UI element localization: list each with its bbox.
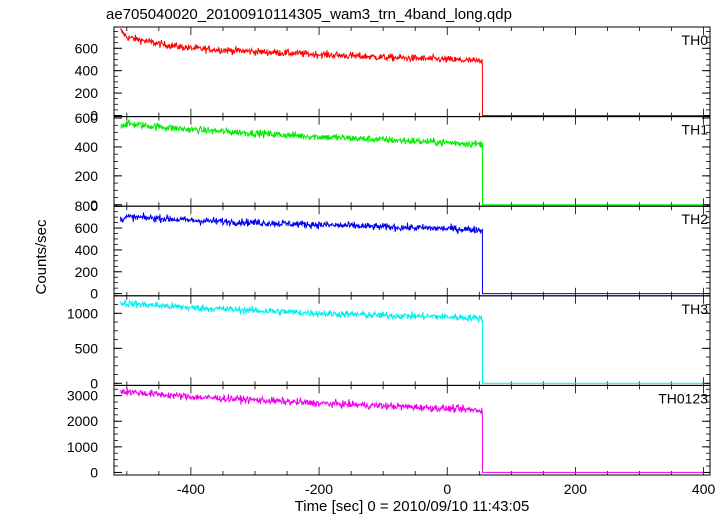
y-tick-label: 1000 (67, 439, 98, 455)
y-tick-label: 3000 (67, 388, 98, 404)
panel-th2: 0 200 400 600 800 TH2 (75, 198, 711, 302)
y-tick-label: 600 (75, 40, 99, 56)
y-tick-label: 0 (90, 464, 98, 480)
y-tick-label: 600 (75, 220, 99, 236)
y-tick-label: 0 (90, 375, 98, 391)
x-tick-label: -400 (177, 481, 205, 497)
panel-label: TH3 (682, 301, 709, 317)
x-tick-label: -200 (305, 481, 333, 497)
y-tick-label: 800 (75, 198, 99, 214)
y-axis-label: Counts/sec (33, 219, 50, 295)
y-tick-label: 400 (75, 63, 99, 79)
x-tick-labels: -400 -200 0 200 400 (177, 481, 716, 497)
panel-label: TH0123 (658, 390, 708, 406)
x-tick-label: 400 (692, 481, 716, 497)
y-tick-label: 500 (75, 340, 99, 356)
panel-label: TH2 (682, 211, 709, 227)
x-tick-label: 200 (564, 481, 588, 497)
panel-label: TH0 (682, 32, 709, 48)
y-tick-label: 200 (75, 264, 99, 280)
y-tick-label: 0 (90, 286, 98, 302)
panel-label: TH1 (682, 122, 709, 138)
y-tick-label: 0 (90, 197, 98, 213)
panel-th0: 0 200 400 600 TH0 (75, 26, 711, 123)
panel-th1: 0 200 400 600 TH1 (75, 110, 711, 213)
panels-group: 0 200 400 600 TH0 0 200 400 600 TH1 0 200 400 600 800 T… (67, 26, 711, 480)
chart-title: ae705040020_20100910114305_wam3_trn_4ban… (106, 6, 512, 23)
y-tick-label: 600 (75, 110, 99, 126)
y-tick-label: 200 (75, 168, 99, 184)
y-tick-label: 0 (90, 107, 98, 123)
y-tick-label: 200 (75, 85, 99, 101)
series-th2 (119, 212, 704, 295)
series-th0 (119, 28, 704, 116)
y-tick-label: 1000 (67, 305, 98, 321)
y-tick-label: 2000 (67, 413, 98, 429)
panel-th0123: 0 1000 2000 3000 TH0123 (67, 384, 711, 480)
series-th0123 (120, 388, 704, 473)
x-axis-label: Time [sec] 0 = 2010/09/10 11:43:05 (295, 498, 530, 515)
panel-th3: 0 500 1000 TH3 (67, 295, 711, 391)
panel-frame (113, 26, 711, 118)
y-tick-label: 400 (75, 139, 99, 155)
series-th1 (120, 119, 704, 206)
y-tick-label: 400 (75, 242, 99, 258)
x-tick-label: 0 (443, 481, 451, 497)
panel-frame (113, 384, 711, 476)
series-th3 (119, 299, 704, 384)
